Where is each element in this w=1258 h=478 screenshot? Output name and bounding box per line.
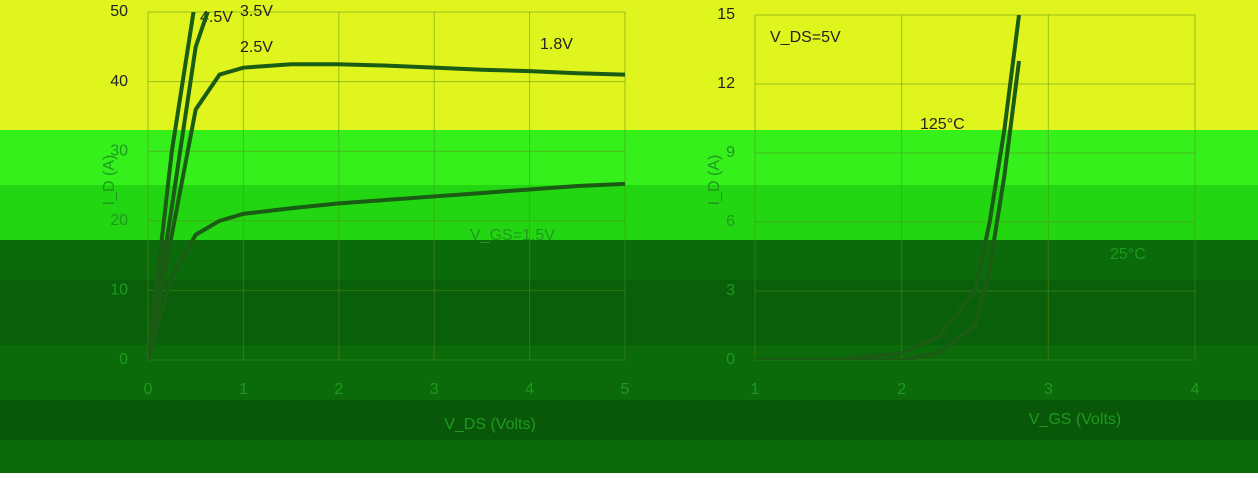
y-tick-label: 40	[110, 73, 128, 90]
y-tick-label: 3	[726, 282, 735, 299]
curve	[148, 62, 625, 360]
y-tick-label: 6	[726, 213, 735, 230]
x-tick-label: 1	[751, 381, 760, 398]
x-tick-label: 1	[239, 381, 248, 398]
x-tick-label: 0	[144, 381, 153, 398]
curve	[148, 181, 625, 360]
y-tick-label: 0	[726, 351, 735, 368]
curve-label: V_GS=1.5V	[470, 227, 555, 244]
band	[0, 185, 1258, 240]
band	[0, 0, 1258, 130]
y-tick-label: 20	[110, 212, 128, 229]
x-axis-title: V_GS (Volts)	[1029, 411, 1121, 428]
y-tick-label: 0	[119, 351, 128, 368]
curve	[148, 12, 196, 360]
x-tick-label: 2	[897, 381, 906, 398]
y-tick-label: 30	[110, 142, 128, 159]
y-tick-label: 12	[717, 75, 735, 92]
y-tick-label: 50	[110, 3, 128, 20]
curve	[755, 60, 1021, 360]
x-axis-title: V_DS (Volts)	[444, 416, 536, 433]
x-tick-label: 4	[1191, 381, 1200, 398]
annotation: 1.8V	[540, 36, 573, 53]
band	[0, 280, 1258, 345]
y-tick-label: 15	[717, 6, 735, 23]
curve	[148, 12, 210, 360]
y-axis-title: I_D (A)	[706, 155, 723, 206]
x-tick-label: 3	[1044, 381, 1053, 398]
x-tick-label: 3	[430, 381, 439, 398]
curve-label: 125°C	[920, 116, 965, 133]
y-tick-label: 9	[726, 144, 735, 161]
curve-label: 25°C	[1110, 246, 1146, 263]
curve-label: 3.5V	[240, 3, 273, 20]
x-tick-label: 4	[525, 381, 534, 398]
x-tick-label: 2	[334, 381, 343, 398]
annotation: V_DS=5V	[770, 29, 841, 46]
band	[0, 400, 1258, 440]
curve-label: 2.5V	[240, 39, 273, 56]
y-tick-label: 10	[110, 282, 128, 299]
y-axis-title: I_D (A)	[101, 155, 118, 206]
x-tick-label: 5	[621, 381, 630, 398]
